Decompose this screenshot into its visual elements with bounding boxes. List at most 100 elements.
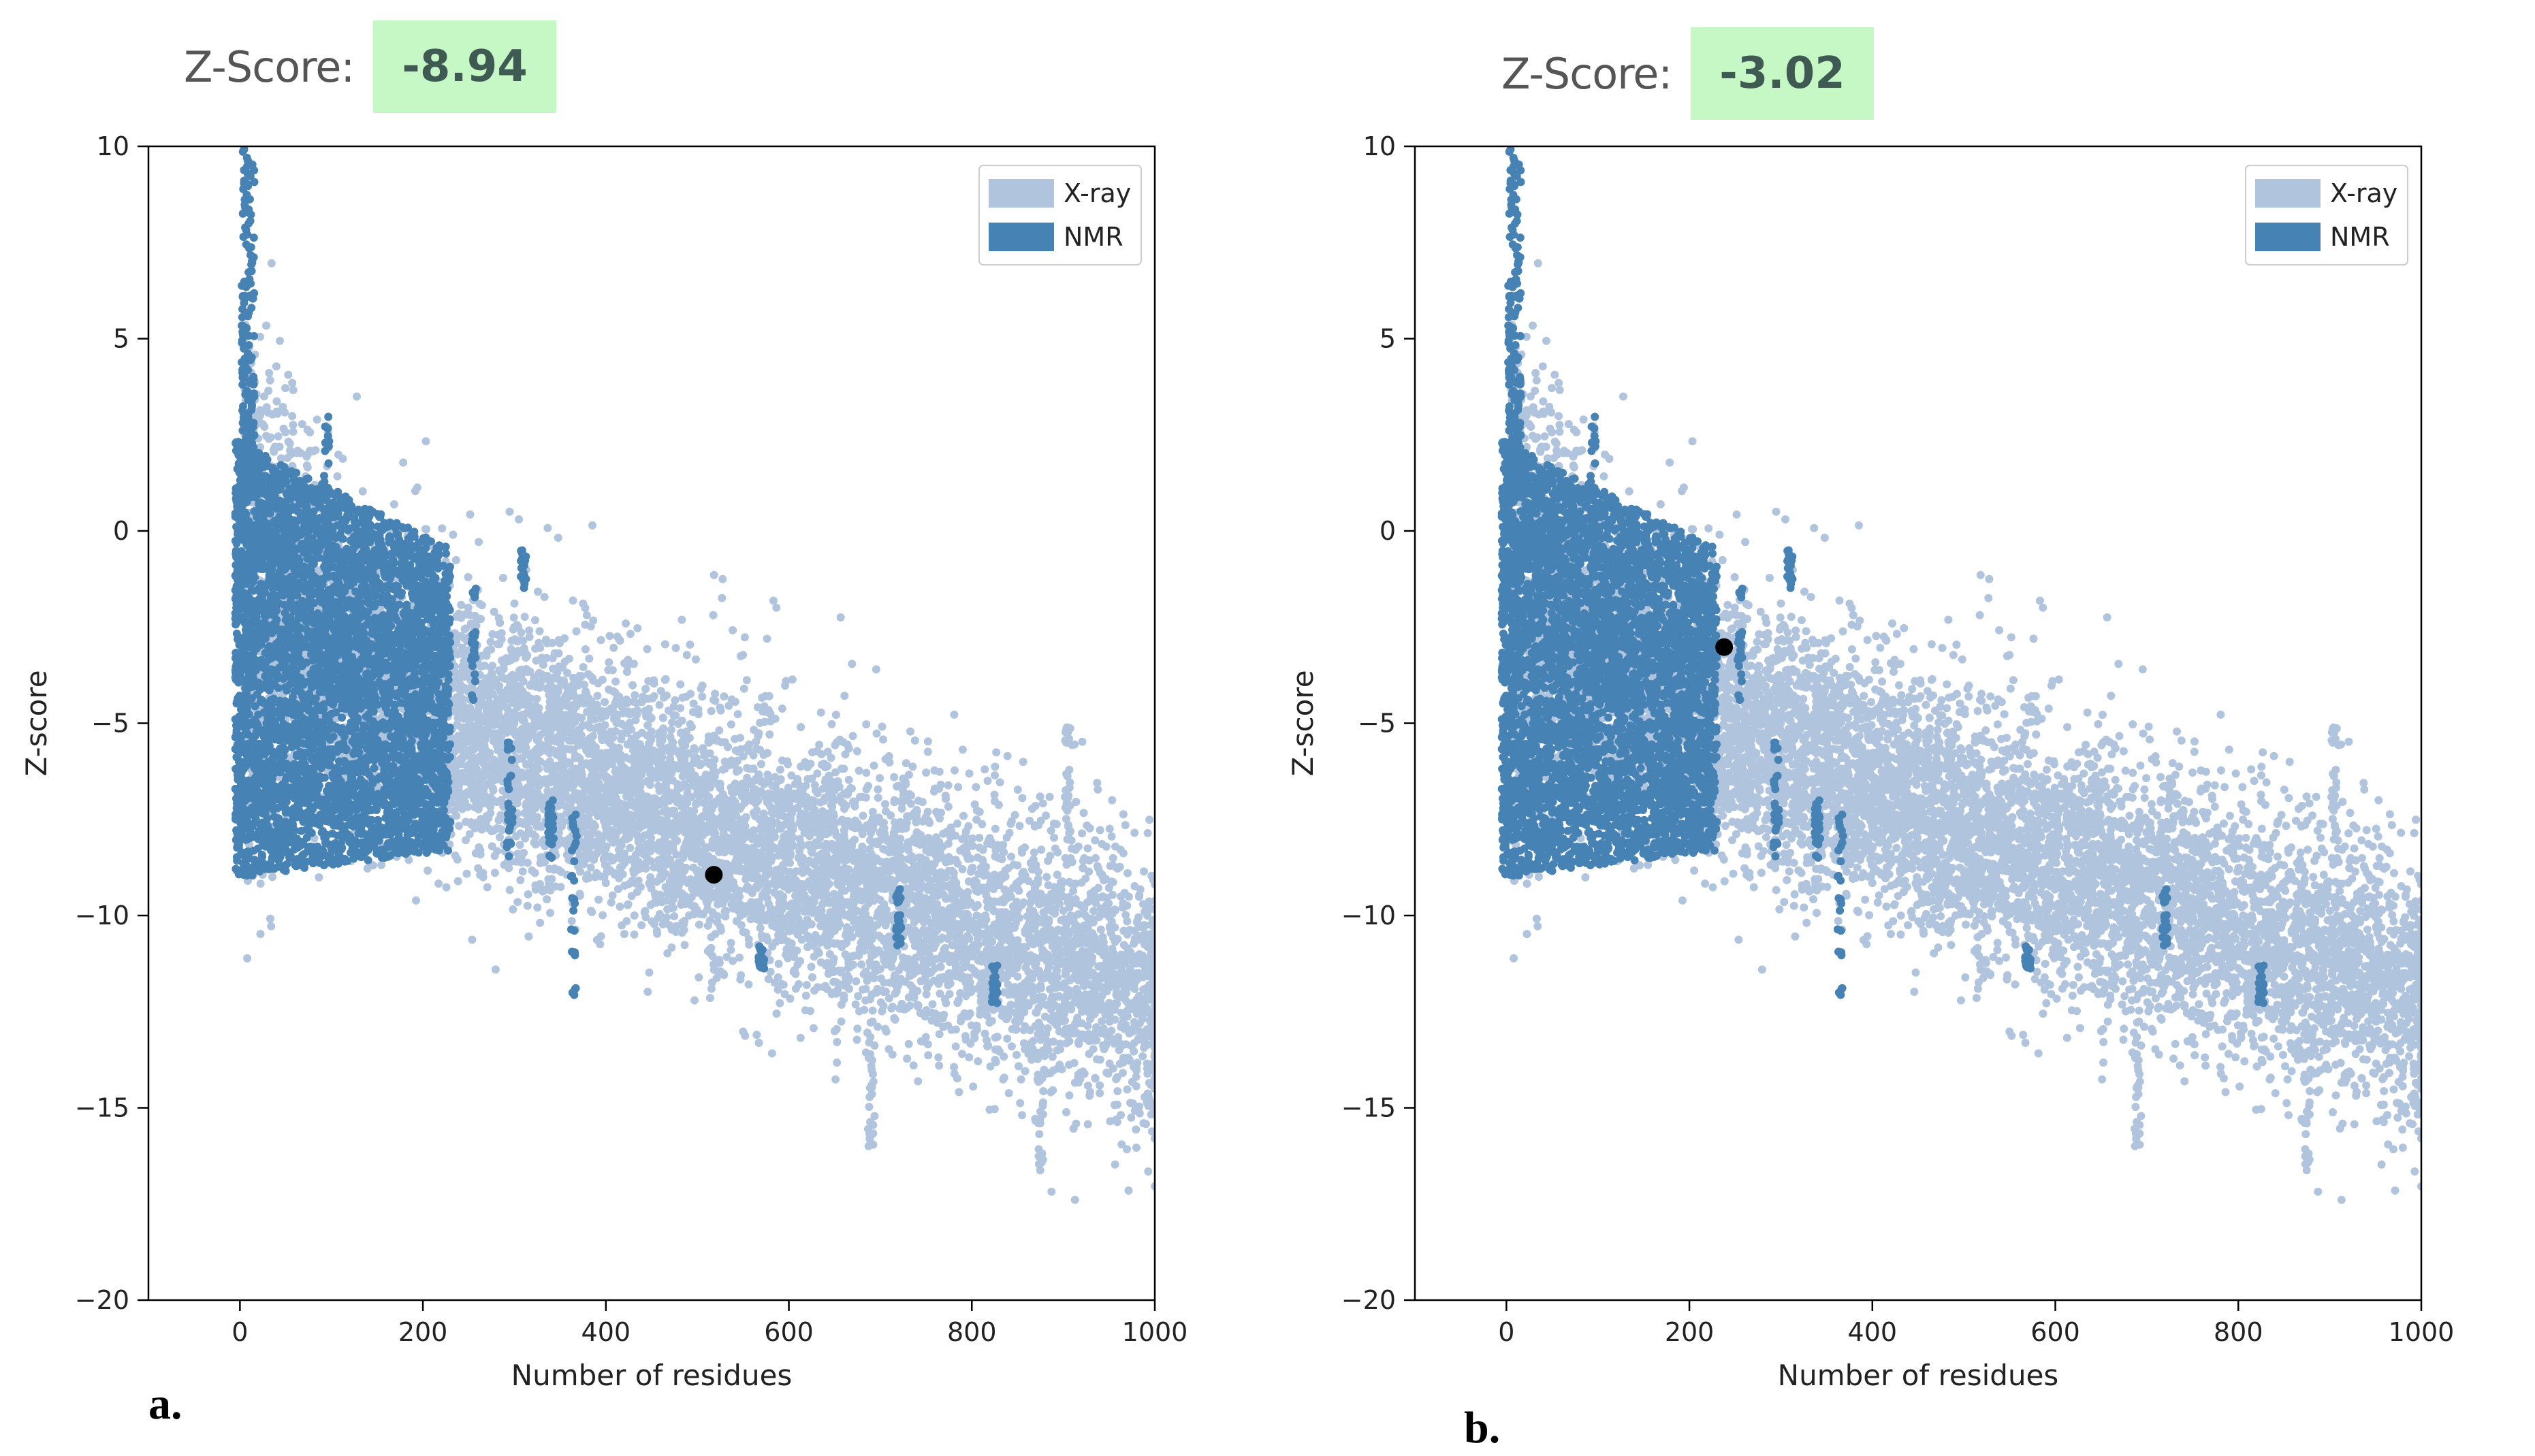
xray-point [838,815,846,824]
xray-point [490,607,498,616]
xray-series [240,259,1155,1204]
xray-point [582,611,591,619]
xray-point [543,895,552,904]
xray-point [333,472,342,481]
xray-point [756,718,765,727]
xray-point [462,836,470,845]
xray-point [475,615,484,624]
xray-point [457,600,466,609]
xray-point [1065,1091,1074,1100]
xray-point [853,1024,862,1033]
xray-point [767,1049,776,1058]
xray-point [954,783,963,792]
zscore-label: Z-Score: [1501,49,1672,99]
xray-point [1091,836,1100,845]
xray-point [861,984,870,993]
xray-point [1121,911,1130,920]
xray-point [756,760,765,769]
xray-point [1132,1144,1141,1152]
xray-point [1098,933,1107,941]
xray-point [781,681,789,690]
xray-point [1124,1186,1133,1195]
xray-point [1000,1073,1008,1082]
xray-point [676,680,685,689]
xray-point [888,1050,897,1059]
xray-point [358,487,367,496]
xray-point [1109,854,1117,862]
xray-point [655,700,664,709]
xray-point [778,705,786,713]
xray-point [1047,826,1055,835]
xray-point [1130,828,1139,837]
xray-point [660,640,669,649]
xray-point [631,691,639,700]
xray-point [958,865,967,873]
xray-point [475,538,483,547]
xray-point [827,719,836,728]
xray-point [643,988,652,996]
xray-point [1119,810,1128,819]
xray-point [855,766,863,775]
xray-point [1013,1050,1021,1059]
xray-point [953,819,961,828]
xray-point [1123,917,1132,926]
xray-point [289,386,298,394]
xray-point [786,994,795,1003]
xray-point [645,968,654,977]
xray-point [1107,832,1116,841]
xray-point [980,765,989,774]
plot-area [231,146,1155,1204]
xray-point [862,720,871,729]
xray-point [907,791,915,800]
zscore-badge: -3.02 [1691,27,1874,120]
xray-point [910,736,919,745]
xray-point [422,525,431,534]
xray-point [859,811,867,820]
xray-point [604,666,613,675]
xray-point [772,866,781,875]
xray-point [680,920,688,928]
xray-point [525,626,534,635]
xray-point [991,762,1000,771]
xray-point [870,761,878,770]
xray-point [648,694,657,702]
xray-point [267,259,276,268]
xray-point [985,1018,994,1027]
xray-point [1049,1037,1058,1046]
xray-point [1096,925,1105,934]
xray-point [929,943,938,952]
xray-point [1078,737,1087,746]
xray-point [904,1039,913,1048]
xray-point [923,737,932,746]
zscore-label: Z-Score: [184,42,355,92]
xray-point [643,645,652,653]
xray-point [505,886,514,894]
xray-point [1004,1089,1013,1097]
xray-point [605,632,614,641]
xray-point [667,726,675,734]
xray-point [787,771,796,780]
xray-point [453,877,462,886]
xray-point [1036,816,1045,825]
xray-point [1062,1108,1070,1116]
zscore-value: -3.02 [1719,48,1845,99]
xray-point [1053,871,1062,879]
xray-point [690,996,699,1005]
xray-point [1070,1195,1079,1204]
xray-point [539,660,547,669]
zscore-header-a: Z-Score: -8.94 [184,20,556,113]
xray-point [518,867,527,876]
xray-point [837,1017,846,1026]
xray-point [1110,1101,1119,1110]
xray-point [599,854,608,863]
xray-point [969,1082,978,1091]
xray-point [1045,792,1054,801]
xray-point [455,822,463,830]
xray-point [540,593,549,601]
xray-point [264,387,273,395]
xray-point [306,428,315,437]
xray-point [449,530,458,539]
xray-point [1117,1140,1126,1149]
xray-point [569,596,577,605]
xray-point [874,1022,882,1031]
